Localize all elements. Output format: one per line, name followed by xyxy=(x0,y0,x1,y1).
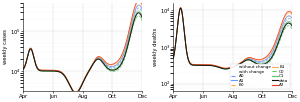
Legend: without change, with change, A0, A1, B0, B1, C0, C1, data, A2: without change, with change, A0, A1, B0,… xyxy=(230,64,290,89)
Y-axis label: weekly cases: weekly cases xyxy=(3,29,8,64)
Y-axis label: weekly deaths: weekly deaths xyxy=(153,28,158,66)
